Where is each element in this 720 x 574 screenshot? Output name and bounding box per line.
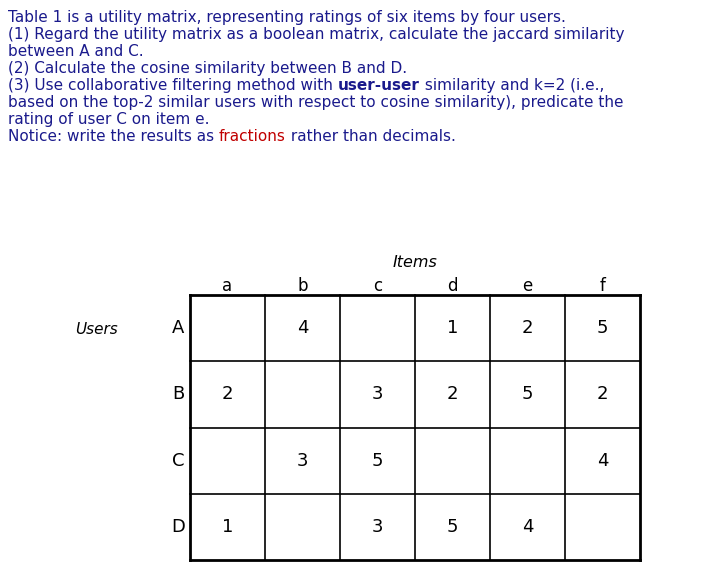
Text: (1) Regard the utility matrix as a boolean matrix, calculate the jaccard similar: (1) Regard the utility matrix as a boole… <box>8 27 624 42</box>
Text: 2: 2 <box>446 385 458 404</box>
Text: Notice: write the results as: Notice: write the results as <box>8 129 219 144</box>
Text: 3: 3 <box>372 385 383 404</box>
Text: 2: 2 <box>522 319 534 337</box>
Text: 5: 5 <box>522 385 534 404</box>
Text: rather than decimals.: rather than decimals. <box>286 129 456 144</box>
Text: 3: 3 <box>372 518 383 536</box>
Text: e: e <box>523 277 533 295</box>
Text: 5: 5 <box>446 518 458 536</box>
Text: 4: 4 <box>522 518 534 536</box>
Text: similarity and k=2 (i.e.,: similarity and k=2 (i.e., <box>420 78 604 93</box>
Text: user-user: user-user <box>338 78 420 93</box>
Text: 5: 5 <box>372 452 383 470</box>
Text: f: f <box>600 277 606 295</box>
Text: 1: 1 <box>447 319 458 337</box>
Text: c: c <box>373 277 382 295</box>
Text: fractions: fractions <box>219 129 286 144</box>
Text: (2) Calculate the cosine similarity between B and D.: (2) Calculate the cosine similarity betw… <box>8 61 407 76</box>
Text: (3) Use collaborative filtering method with: (3) Use collaborative filtering method w… <box>8 78 338 93</box>
Text: 3: 3 <box>297 452 308 470</box>
Text: between A and C.: between A and C. <box>8 44 143 59</box>
Text: A: A <box>172 319 184 337</box>
Text: a: a <box>222 277 233 295</box>
Text: 2: 2 <box>597 385 608 404</box>
Text: 2: 2 <box>222 385 233 404</box>
Text: D: D <box>171 518 185 536</box>
Text: 4: 4 <box>597 452 608 470</box>
Text: based on the top-2 similar users with respect to cosine similarity), predicate t: based on the top-2 similar users with re… <box>8 95 624 110</box>
Text: 5: 5 <box>597 319 608 337</box>
Text: b: b <box>297 277 307 295</box>
Text: Users: Users <box>76 323 118 338</box>
Text: C: C <box>172 452 184 470</box>
Text: Table 1 is a utility matrix, representing ratings of six items by four users.: Table 1 is a utility matrix, representin… <box>8 10 566 25</box>
Text: 4: 4 <box>297 319 308 337</box>
Text: d: d <box>447 277 458 295</box>
Text: 1: 1 <box>222 518 233 536</box>
Text: Items: Items <box>392 255 438 270</box>
Text: rating of user C on item e.: rating of user C on item e. <box>8 113 210 127</box>
Text: B: B <box>172 385 184 404</box>
